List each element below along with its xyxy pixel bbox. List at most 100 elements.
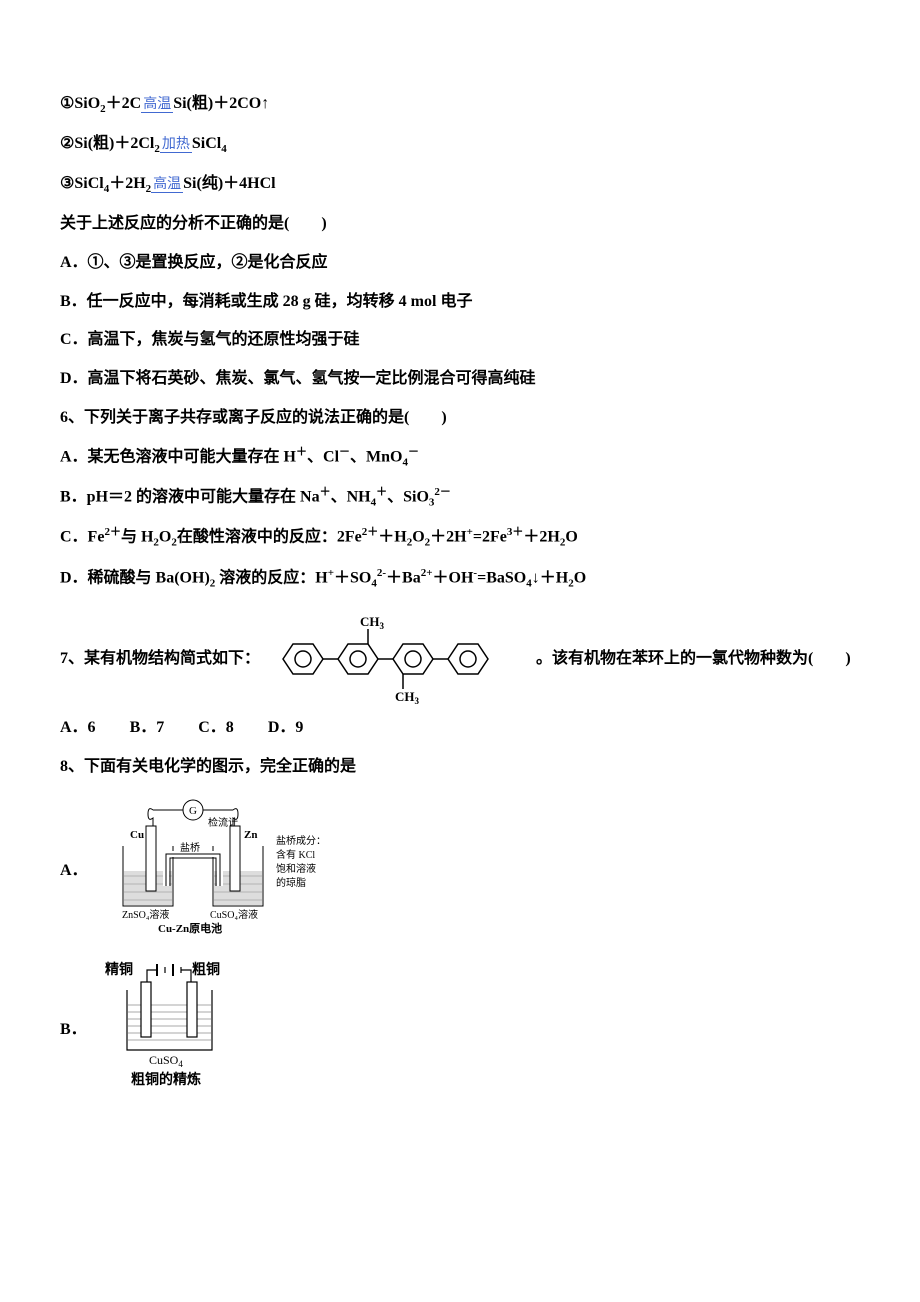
q6c-t3: O: [159, 529, 171, 546]
q6-opt-d: D．稀硫酸与 Ba(OH)2 溶液的反应：H+＋SO42-＋Ba2+＋OH-=B…: [60, 564, 860, 594]
q6d-t4: ＋Ba: [386, 569, 421, 586]
right-solution-label: CuSO₄溶液: [210, 908, 258, 921]
q6a-sup2: －: [339, 446, 350, 458]
q8-opt-a-label: A．: [60, 857, 88, 886]
r2-cond: 加热: [160, 137, 192, 153]
reaction-3: ③SiCl4＋2H2高温Si(纯)＋4HCl: [60, 170, 860, 200]
q6a-t3: 、MnO: [350, 448, 402, 465]
q6c-s8: 3＋: [507, 526, 524, 538]
q6b-sub1: 4: [371, 497, 377, 509]
q6d-t3: ＋SO: [334, 569, 371, 586]
bridge-note-1: 盐桥成分：: [276, 834, 326, 847]
svg-text:CH3: CH3: [360, 614, 385, 631]
q6a-t2: 、Cl: [307, 448, 339, 465]
q5-opt-c: C．高温下，焦炭与氢气的还原性均强于硅: [60, 326, 860, 355]
r2-sub2: 4: [221, 143, 227, 155]
fig-b-caption: 粗铜的精炼: [131, 1071, 201, 1088]
q6-opt-a: A．某无色溶液中可能大量存在 H＋、Cl－、MnO4－: [60, 443, 860, 473]
svg-text:CH3: CH3: [395, 689, 420, 704]
cu-zn-cell-diagram: G 检流计 Cu Zn: [98, 796, 358, 936]
bridge-note-3: 饱和溶液: [276, 862, 316, 875]
q7-opt-d: D．9: [268, 719, 304, 736]
q7-stem-post: 。该有机物在苯环上的一氯代物种数为( ): [536, 645, 851, 674]
q6b-sup1: ＋: [320, 486, 331, 498]
r3-right: Si(纯)＋4HCl: [183, 175, 275, 192]
q6d-t6: =BaSO: [477, 569, 526, 586]
q6-opt-b: B．pH＝2 的溶液中可能大量存在 Na＋、NH4＋、SiO32－: [60, 483, 860, 513]
q7-ch3-bot: CH: [395, 689, 415, 704]
q8-fig-b-row: B． 精铜 粗铜: [60, 960, 860, 1101]
r2-num: ②: [60, 135, 74, 152]
bridge-note-4: 的琼脂: [276, 876, 306, 889]
q7-opt-b: B．7: [130, 719, 165, 736]
r2-right: SiCl: [192, 135, 221, 152]
q6c-t9: ＋2H: [523, 529, 559, 546]
bridge-note-2: 含有 KCl: [276, 848, 315, 861]
fig-a-caption: Cu-Zn原电池: [158, 921, 222, 935]
r1-cond: 高温: [141, 97, 173, 113]
q7-options: A．6 B．7 C．8 D．9: [60, 714, 860, 743]
q7-stem-row: 7、某有机物结构简式如下： CH3 CH3 。该有机物在苯环上的一氯代物种数为(…: [60, 614, 860, 704]
reaction-2: ②Si(粗)＋2Cl2加热SiCl4: [60, 130, 860, 160]
q8-stem: 8、下面有关电化学的图示，完全正确的是: [60, 753, 860, 782]
q6b-sup3: 2－: [434, 486, 451, 498]
cu-electrode-label: Cu: [130, 829, 144, 841]
q6c-t8: =2Fe: [473, 529, 507, 546]
q6d-t7: ↓＋H: [532, 569, 568, 586]
q5-opt-a: A．①、③是置换反应，②是化合反应: [60, 249, 860, 278]
figb-sol-sub: 4: [178, 1059, 183, 1069]
reaction-1: ①SiO2＋2C高温Si(粗)＋2CO↑: [60, 90, 860, 120]
copper-refining-diagram: 精铜 粗铜: [97, 960, 247, 1090]
q6b-t2: 、NH: [331, 488, 371, 505]
q6c-s1: 2＋: [104, 526, 121, 538]
q6d-s5: 2+: [421, 567, 433, 579]
r2-left: Si(粗)＋2Cl: [74, 135, 154, 152]
r3-left: SiCl: [74, 175, 103, 192]
q7-opt-c: C．8: [198, 719, 234, 736]
q6d-t8: O: [574, 569, 586, 586]
q7-ch3-top: CH: [360, 614, 380, 629]
q6a-sub1: 4: [402, 456, 408, 468]
q6c-s4: 2＋: [362, 526, 379, 538]
r1-num: ①: [60, 95, 74, 112]
q6c-t5: ＋H: [378, 529, 406, 546]
zn-electrode-label: Zn: [244, 829, 257, 841]
q6d-s4: 2-: [377, 567, 386, 579]
r1-right: Si(粗)＋2CO↑: [173, 95, 269, 112]
q5-stem: 关于上述反应的分析不正确的是( ): [60, 210, 860, 239]
q8-fig-a-row: A． G 检流计 Cu: [60, 796, 860, 947]
q6b-sup2: ＋: [376, 486, 387, 498]
q5-opt-d: D．高温下将石英砂、焦炭、氯气、氢气按一定比例混合可得高纯硅: [60, 365, 860, 394]
q6d-t1: D．稀硫酸与 Ba(OH): [60, 569, 210, 586]
q7-sub3-bot: 3: [415, 696, 420, 704]
q6c-t4: 在酸性溶液中的反应：2Fe: [177, 529, 362, 546]
left-solution-label: ZnSO₄溶液: [122, 908, 169, 921]
q8-opt-b-label: B．: [60, 1016, 87, 1045]
q6a-sup3: －: [408, 446, 419, 458]
q6b-t1: B．pH＝2 的溶液中可能大量存在 Na: [60, 488, 320, 505]
q6c-t10: O: [565, 529, 577, 546]
q6c-t2: 与 H: [121, 529, 153, 546]
r3-cond: 高温: [151, 177, 183, 193]
molecule-diagram: CH3 CH3: [268, 614, 528, 704]
q8-fig-a: G 检流计 Cu Zn: [98, 796, 358, 947]
q6a-t1: A．某无色溶液中可能大量存在 H: [60, 448, 296, 465]
refined-cu-label: 精铜: [105, 961, 133, 978]
q6-stem: 6、下列关于离子共存或离子反应的说法正确的是( ): [60, 404, 860, 433]
q6d-t2: 溶液的反应：H: [215, 569, 327, 586]
galvanometer-label: G: [189, 805, 197, 817]
q7-opt-a: A．6: [60, 719, 96, 736]
q6c-t6: O: [412, 529, 424, 546]
r1-left: SiO: [74, 95, 100, 112]
r3-num: ③: [60, 175, 74, 192]
q6d-t5: ＋OH: [433, 569, 474, 586]
q7-stem-pre: 7、某有机物结构简式如下：: [60, 645, 260, 674]
q6c-t7: ＋2H: [430, 529, 466, 546]
q6c-t1: C．Fe: [60, 529, 104, 546]
r3-plus1: ＋2H: [109, 175, 145, 192]
q5-opt-b: B．任一反应中，每消耗或生成 28 g 硅，均转移 4 mol 电子: [60, 288, 860, 317]
figb-sol: CuSO: [149, 1053, 179, 1067]
salt-bridge-label: 盐桥: [180, 841, 200, 854]
crude-cu-label: 粗铜: [192, 961, 220, 978]
q8-fig-b: 精铜 粗铜: [97, 960, 247, 1101]
